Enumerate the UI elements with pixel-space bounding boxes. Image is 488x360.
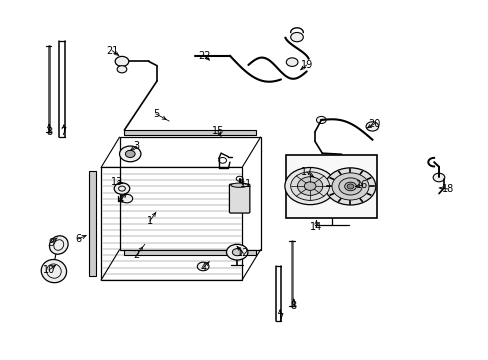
Circle shape — [366, 122, 378, 131]
Circle shape — [286, 58, 297, 66]
Text: 21: 21 — [106, 46, 118, 56]
Text: 17: 17 — [300, 167, 312, 177]
Circle shape — [331, 173, 368, 200]
Bar — [285, 155, 376, 217]
Text: 4: 4 — [200, 262, 206, 273]
Text: 1: 1 — [146, 216, 152, 226]
Circle shape — [119, 146, 141, 162]
Text: 11: 11 — [239, 179, 252, 189]
Circle shape — [346, 184, 353, 189]
Text: 15: 15 — [211, 126, 224, 136]
Circle shape — [114, 183, 129, 194]
Ellipse shape — [41, 260, 66, 283]
Text: 10: 10 — [43, 265, 55, 275]
Circle shape — [325, 168, 375, 205]
Text: 6: 6 — [75, 234, 81, 244]
Ellipse shape — [49, 236, 68, 254]
Circle shape — [344, 182, 356, 191]
Text: 3: 3 — [133, 141, 140, 151]
Circle shape — [232, 249, 242, 256]
Text: 8: 8 — [290, 301, 296, 311]
Text: 2: 2 — [133, 250, 140, 260]
Ellipse shape — [230, 183, 248, 187]
Circle shape — [226, 244, 247, 260]
Text: 12: 12 — [237, 248, 249, 258]
Circle shape — [121, 194, 132, 203]
Circle shape — [290, 32, 303, 42]
Text: 9: 9 — [48, 238, 54, 248]
Circle shape — [290, 172, 329, 201]
Circle shape — [197, 262, 208, 271]
Circle shape — [432, 173, 444, 182]
Text: 20: 20 — [368, 118, 380, 129]
Polygon shape — [89, 171, 96, 276]
Text: 22: 22 — [198, 51, 210, 61]
Circle shape — [338, 178, 362, 195]
Circle shape — [285, 167, 335, 204]
Circle shape — [297, 177, 322, 195]
Text: 16: 16 — [355, 180, 367, 190]
Polygon shape — [124, 130, 255, 135]
Text: 18: 18 — [441, 184, 453, 194]
Text: 13: 13 — [111, 177, 123, 187]
Text: 19: 19 — [300, 60, 312, 70]
Polygon shape — [124, 250, 255, 255]
Text: 4: 4 — [117, 195, 123, 204]
Text: 14: 14 — [310, 222, 322, 232]
Text: 7: 7 — [61, 127, 67, 137]
Circle shape — [304, 182, 315, 190]
Circle shape — [125, 150, 135, 157]
Circle shape — [316, 116, 325, 123]
FancyBboxPatch shape — [229, 184, 249, 213]
Circle shape — [117, 66, 126, 73]
Circle shape — [115, 57, 128, 66]
Text: 8: 8 — [46, 127, 52, 137]
Text: 7: 7 — [276, 312, 283, 323]
Text: 5: 5 — [153, 109, 159, 119]
